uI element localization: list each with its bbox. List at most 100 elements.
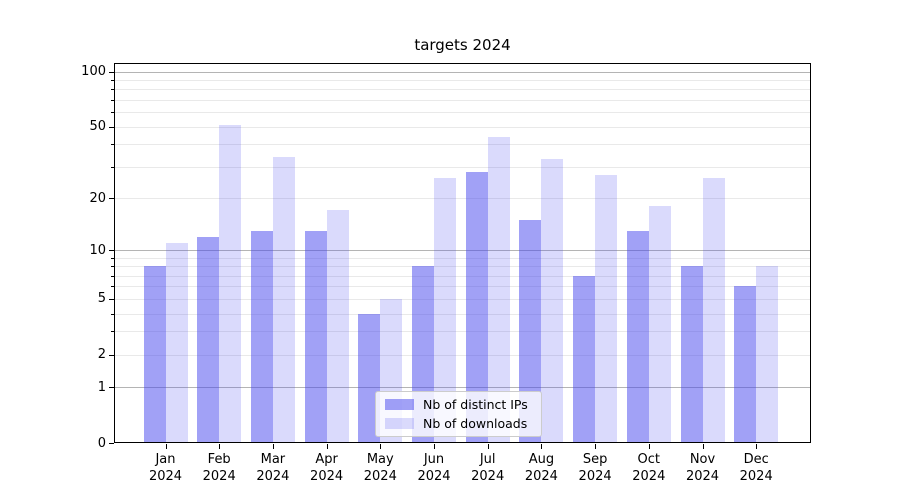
x-tick [219,444,221,449]
x-tick [380,444,382,449]
y-tick-label: 5 [97,291,106,307]
y-tick-label: 20 [89,190,106,206]
bar-ips-nov [680,266,703,443]
bar-downloads-dec [756,266,779,443]
gridline-major [115,250,811,251]
y-tick-label: 10 [89,242,106,258]
x-tick [702,444,704,449]
gridline-minor [115,198,811,199]
legend-swatch-ips [385,399,414,410]
x-tick-label-mar: Mar 2024 [256,452,290,484]
bar-ips-jul [465,172,488,443]
bar-downloads-mar [272,156,295,443]
bar-ips-sep [573,275,596,443]
x-tick-label-feb: Feb 2024 [202,452,236,484]
x-tick-label-sep: Sep 2024 [578,452,612,484]
gridline-minor [115,299,811,300]
bar-downloads-sep [595,174,618,443]
gridline-minor [115,286,811,287]
legend-label-ips: Nb of distinct IPs [423,396,528,412]
gridline-minor [115,127,811,128]
x-tick-label-jun: Jun 2024 [417,452,451,484]
legend-label-downloads: Nb of downloads [423,415,528,431]
gridline-minor [115,167,811,168]
bar-ips-mar [250,230,273,443]
gridline-minor [115,266,811,267]
y-tick-minor [111,80,114,81]
legend-item-downloads: Nb of downloads [385,415,532,431]
bar-ips-aug [519,219,542,443]
bar-ips-feb [197,236,220,443]
bar-downloads-jul [487,136,510,443]
x-tick [434,444,435,449]
gridline-minor [115,144,811,145]
bar-downloads-aug [541,159,564,443]
gridline-minor [115,331,811,332]
chart-title: targets 2024 [414,36,511,54]
y-tick-minor [111,258,114,259]
gridline-minor [115,355,811,356]
bar-downloads-oct [648,206,671,443]
bar-downloads-jan [165,243,188,443]
y-tick-minor [111,144,114,145]
x-tick [595,444,597,449]
y-tick [109,250,114,251]
x-tick-label-dec: Dec 2024 [739,452,773,484]
y-tick [109,198,114,199]
bar-downloads-feb [219,125,242,443]
legend-item-distinct-ips: Nb of distinct IPs [385,396,532,412]
gridline-minor [115,314,811,315]
bar-ips-oct [626,230,649,443]
x-tick-label-may: May 2024 [363,452,397,484]
y-tick-minor [111,89,114,90]
x-tick-label-aug: Aug 2024 [524,452,558,484]
gridline-minor [115,100,811,101]
gridline-minor [115,276,811,277]
y-tick [109,443,114,444]
x-tick [648,444,650,449]
y-tick [109,127,114,128]
legend: Nb of distinct IPs Nb of downloads [375,391,542,437]
y-tick-minor [111,314,114,315]
y-tick [109,387,114,388]
y-tick-label: 2 [97,347,106,363]
y-tick [109,72,114,73]
gridline-minor [115,112,811,113]
bar-ips-jan [143,266,166,443]
gridline-minor [115,258,811,259]
y-tick [109,299,114,300]
legend-swatch-downloads [385,418,414,429]
x-tick-label-jul: Jul 2024 [471,452,505,484]
x-tick [272,444,274,449]
x-tick-label-jan: Jan 2024 [148,452,183,484]
gridline-minor [115,89,811,90]
x-tick [326,444,328,449]
x-tick [165,444,167,449]
y-tick-minor [111,276,114,277]
y-tick-label: 50 [89,119,106,135]
gridline-major [115,387,811,388]
bar-ips-apr [304,230,327,443]
y-tick-minor [111,100,114,101]
bar-downloads-jun [434,177,456,443]
gridline-minor [115,80,811,81]
y-tick-label: 100 [81,64,106,80]
y-tick-label: 1 [97,379,106,395]
y-tick [109,355,114,356]
y-tick-minor [111,167,114,168]
bar-ips-may [358,313,381,443]
x-tick-label-apr: Apr 2024 [310,452,344,484]
x-tick [541,444,543,449]
y-tick-label: 0 [97,435,106,451]
bar-ips-dec [734,286,757,443]
x-tick [756,444,758,449]
y-tick-minor [111,286,114,287]
y-tick-minor [111,112,114,113]
x-tick-label-oct: Oct 2024 [632,452,666,484]
x-tick [487,444,489,449]
bar-downloads-nov [702,177,725,443]
x-tick-label-nov: Nov 2024 [685,452,720,484]
bar-downloads-apr [326,210,349,443]
y-tick-minor [111,266,114,267]
